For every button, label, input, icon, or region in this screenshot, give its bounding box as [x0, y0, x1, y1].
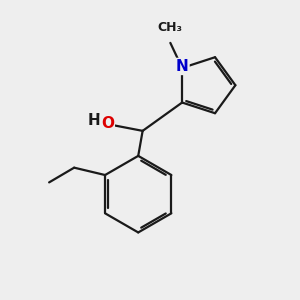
Text: CH₃: CH₃: [158, 21, 183, 34]
Text: N: N: [176, 59, 188, 74]
Text: O: O: [101, 116, 114, 131]
Text: H: H: [87, 113, 100, 128]
